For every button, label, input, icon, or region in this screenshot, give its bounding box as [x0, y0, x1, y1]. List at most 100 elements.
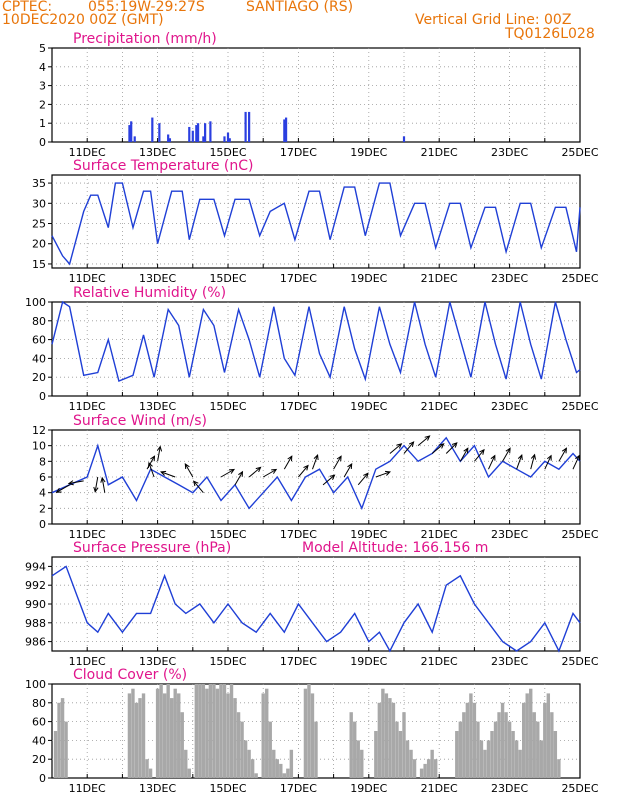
- y-tick-label: 20: [32, 753, 46, 766]
- precipitation-bar: [191, 130, 194, 142]
- wind-arrow: [333, 455, 342, 470]
- surface-pressure-title: Surface Pressure (hPa): [73, 540, 231, 556]
- wind-arrow-head: [438, 443, 445, 449]
- cloud-cover-bar: [268, 721, 272, 778]
- wind-arrow: [343, 463, 353, 478]
- cloud-cover-bar: [395, 721, 399, 778]
- precipitation-bar: [133, 136, 136, 142]
- x-tick-label: 11DEC: [69, 146, 106, 159]
- x-tick-label: 25DEC: [561, 400, 598, 413]
- wind-arrow-head: [184, 462, 190, 470]
- cloud-cover-bar: [469, 693, 473, 778]
- x-tick-label: 15DEC: [209, 400, 246, 413]
- cloud-cover-bar: [60, 698, 65, 778]
- precipitation-panel: 0 1 2 3 4 5 11DEC 13DEC 15DEC 17DEC 19DEC 21DEC 23DE…: [39, 31, 599, 159]
- x-tick-label: 17DEC: [280, 782, 317, 795]
- wind-arrow-shaft: [322, 474, 335, 486]
- wind-arrow: [474, 448, 485, 462]
- x-tick-label: 15DEC: [209, 528, 246, 541]
- x-tick-label: 21DEC: [421, 400, 458, 413]
- x-tick-label: 13DEC: [139, 782, 176, 795]
- y-tick-label: 0: [39, 390, 46, 403]
- wind-arrow: [375, 470, 391, 478]
- wind-arrow-head: [505, 447, 511, 454]
- cloud-cover-bar: [430, 749, 434, 778]
- wind-arrow: [445, 442, 458, 454]
- y-tick-label: 40: [32, 734, 46, 747]
- y-tick-label: 5: [39, 42, 46, 55]
- y-tick-label: 80: [32, 697, 46, 710]
- y-tick-label: 0: [39, 136, 46, 149]
- x-tick-label: 23DEC: [491, 146, 528, 159]
- x-tick-label: 23DEC: [491, 272, 528, 285]
- wind-arrow: [558, 447, 567, 462]
- wind-arrow: [160, 470, 176, 478]
- wind-arrow-head: [238, 470, 244, 477]
- wind-arrow-shaft: [558, 448, 567, 462]
- x-tick-label: 17DEC: [280, 272, 317, 285]
- surface-wind-title: Surface Wind (m/s): [73, 413, 207, 429]
- wind-arrow-shaft: [474, 449, 485, 462]
- wind-arrow: [248, 466, 262, 478]
- cloud-cover-bar: [247, 749, 251, 778]
- wind-arrow-shaft: [389, 443, 402, 454]
- cloud-cover-bar: [521, 702, 526, 778]
- wind-arrow: [530, 453, 536, 470]
- cloud-cover-bar: [553, 731, 558, 778]
- wind-arrow: [572, 454, 580, 470]
- cloud-cover-bar: [208, 684, 213, 778]
- wind-arrow-shaft: [357, 473, 369, 486]
- surface-wind-line: [51, 436, 581, 511]
- y-tick-label: 992: [25, 579, 46, 592]
- x-tick-label: 19DEC: [350, 528, 387, 541]
- cloud-cover-bar: [384, 693, 389, 778]
- cloud-cover-bar: [377, 702, 382, 778]
- precipitation-bar: [223, 136, 226, 142]
- wind-arrow-shaft: [459, 448, 469, 462]
- wind-arrow-shaft: [403, 441, 415, 454]
- y-tick-label: 20: [32, 238, 46, 251]
- wind-arrow-head: [156, 445, 163, 452]
- surface-temperature-line: [51, 182, 581, 266]
- wind-arrow-head: [150, 455, 156, 462]
- x-tick-label: 21DEC: [421, 655, 458, 668]
- cloud-cover-bar: [222, 684, 227, 778]
- wind-arrow-head: [160, 470, 167, 476]
- wind-arrow: [220, 468, 236, 478]
- x-tick-label: 19DEC: [350, 782, 387, 795]
- cloud-cover-bar: [532, 712, 536, 778]
- wind-arrow-shaft: [431, 443, 444, 454]
- wind-arrow-shaft: [544, 455, 552, 470]
- cloud-cover-bar: [219, 684, 223, 778]
- y-tick-label: 986: [25, 636, 46, 649]
- x-tick-label: 15DEC: [209, 146, 246, 159]
- wind-arrow-head: [329, 474, 336, 480]
- wind-arrow-shaft: [160, 471, 176, 478]
- cloud-cover-bar: [479, 740, 484, 778]
- wind-arrow: [516, 454, 523, 470]
- surface-temperature-frame: [51, 174, 581, 269]
- cloud-cover-bar: [462, 712, 466, 778]
- precipitation-bar: [195, 125, 198, 142]
- cloud-cover-bar: [205, 688, 209, 778]
- wind-arrow-head: [347, 463, 353, 470]
- wind-arrow: [403, 441, 415, 454]
- wind-arrow: [234, 470, 244, 486]
- wind-arrow-head: [546, 454, 552, 461]
- cloud-cover-bar: [486, 740, 491, 778]
- relative-humidity-line: [51, 300, 581, 382]
- y-tick-label: 988: [25, 617, 46, 630]
- cloud-cover-bar: [550, 712, 554, 778]
- wind-arrow-head: [55, 487, 62, 493]
- wind-arrow-shaft: [234, 471, 243, 486]
- x-tick-label: 25DEC: [561, 782, 598, 795]
- x-tick-label: 25DEC: [561, 272, 598, 285]
- cloud-cover-bar: [356, 740, 360, 778]
- cloud-cover-bar: [402, 712, 406, 778]
- x-tick-label: 21DEC: [421, 272, 458, 285]
- cloud-cover-bar: [159, 684, 163, 778]
- wind-arrow: [184, 462, 194, 478]
- cloud-cover-title: Cloud Cover (%): [73, 667, 187, 683]
- coordinates-label: 055:19W-29:27S: [88, 0, 205, 15]
- wind-arrow-shaft: [502, 448, 511, 462]
